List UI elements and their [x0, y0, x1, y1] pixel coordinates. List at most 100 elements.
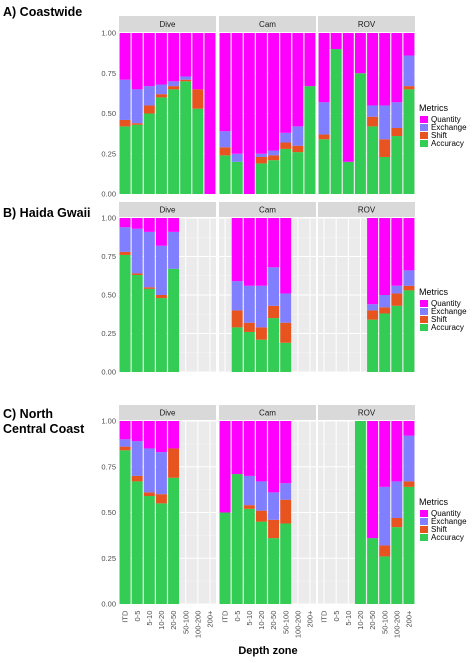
bar-segment-quantity — [280, 33, 292, 133]
facet-label: Cam — [259, 409, 276, 418]
bar-segment-accuracy — [119, 126, 131, 194]
facet-label: Dive — [159, 206, 176, 215]
bar-segment-exchange — [292, 126, 304, 146]
bar-segment-shift — [268, 155, 280, 161]
x-tick-label: ITD — [320, 610, 329, 623]
bar-segment-accuracy — [403, 290, 415, 372]
bar-segment-shift — [119, 251, 131, 255]
bar-segment-shift — [155, 94, 167, 98]
bar-segment-quantity — [192, 33, 204, 90]
y-tick-label: 0.50 — [101, 291, 116, 300]
bar-segment-accuracy — [180, 81, 192, 194]
bar-segment-quantity — [367, 33, 379, 106]
x-tick-label: 200+ — [306, 610, 315, 628]
legend-swatch — [420, 132, 428, 139]
legend-swatch — [420, 308, 428, 315]
x-tick-label: 5-10 — [245, 611, 254, 626]
bar-segment-exchange — [180, 76, 192, 80]
bar-segment-quantity — [204, 33, 216, 194]
bar-segment-accuracy — [280, 523, 292, 604]
bar-segment-accuracy — [119, 450, 131, 604]
bar-segment-shift — [403, 285, 415, 291]
bar-segment-quantity — [391, 421, 403, 482]
bar-segment-shift — [243, 505, 255, 509]
bar-segment-accuracy — [168, 477, 180, 604]
facet-strip — [119, 202, 216, 217]
bar-segment-exchange — [391, 285, 403, 294]
facet-strip — [219, 202, 316, 217]
bar-segment-exchange — [243, 285, 255, 323]
bar-segment-shift — [292, 145, 304, 153]
legend-swatch — [420, 534, 428, 541]
bar-segment-exchange — [119, 227, 131, 252]
bar-segment-shift — [255, 510, 267, 522]
bar-segment-accuracy — [391, 136, 403, 194]
bar-segment-quantity — [379, 421, 391, 487]
bar-segment-shift — [180, 79, 192, 82]
bar-segment-quantity — [243, 33, 255, 194]
x-tick-label: 50-100 — [181, 611, 190, 634]
bar-segment-accuracy — [231, 474, 243, 604]
bar-segment-accuracy — [243, 508, 255, 604]
bar-segment-quantity — [168, 421, 180, 449]
legend-label: Shift — [431, 315, 448, 324]
bar-segment-exchange — [231, 281, 243, 311]
y-tick-label: 0.75 — [101, 69, 116, 78]
legend-label: Shift — [431, 525, 448, 534]
bar-segment-shift — [268, 305, 280, 319]
bar-segment-accuracy — [367, 538, 379, 604]
bar-segment-exchange — [143, 448, 155, 493]
bar-segment-shift — [403, 86, 415, 90]
bar-segment-quantity — [243, 421, 255, 476]
x-tick-label: 200+ — [405, 610, 414, 628]
bar-segment-shift — [391, 517, 403, 528]
facet-label: Dive — [159, 409, 176, 418]
bar-segment-exchange — [143, 86, 155, 106]
bar-segment-quantity — [379, 218, 391, 295]
bar-segment-quantity — [143, 218, 155, 232]
bar-segment-shift — [143, 492, 155, 497]
bar-segment-quantity — [219, 33, 231, 132]
bar-segment-shift — [280, 499, 292, 524]
y-tick-label: 1.00 — [101, 29, 116, 38]
bar-segment-accuracy — [231, 327, 243, 372]
facet-label: Cam — [259, 20, 276, 29]
bar-segment-accuracy — [342, 161, 354, 194]
bar-segment-accuracy — [143, 113, 155, 194]
bar-segment-quantity — [143, 421, 155, 449]
bar-segment-accuracy — [231, 161, 243, 194]
legend-swatch — [420, 526, 428, 533]
y-tick-label: 0.75 — [101, 462, 116, 471]
bar-segment-quantity — [131, 421, 143, 442]
bar-segment-accuracy — [143, 288, 155, 372]
bar-segment-quantity — [119, 33, 131, 80]
bar-segment-shift — [243, 322, 255, 332]
bar-segment-accuracy — [119, 254, 131, 372]
x-tick-label: 20-50 — [269, 611, 278, 630]
bar-segment-quantity — [391, 218, 403, 286]
bar-segment-exchange — [231, 153, 243, 162]
bar-segment-shift — [403, 481, 415, 487]
bar-segment-accuracy — [379, 156, 391, 194]
region-title: A) Coastwide — [3, 5, 82, 19]
x-tick-label: 50-100 — [380, 611, 389, 634]
y-tick-label: 0.00 — [101, 190, 116, 199]
facet-strip — [318, 16, 415, 32]
bar-segment-accuracy — [280, 148, 292, 194]
bar-segment-exchange — [280, 483, 292, 500]
bar-segment-shift — [143, 105, 155, 114]
bar-segment-accuracy — [219, 155, 231, 194]
bar-segment-exchange — [268, 150, 280, 156]
y-tick-label: 0.50 — [101, 109, 116, 118]
bar-segment-shift — [131, 273, 143, 275]
facet-strip — [318, 202, 415, 217]
bar-segment-exchange — [143, 231, 155, 288]
bar-segment-accuracy — [379, 313, 391, 372]
bar-segment-accuracy — [268, 160, 280, 194]
legend-label: Exchange — [431, 123, 467, 132]
legend-swatch — [420, 324, 428, 331]
bar-segment-shift — [379, 139, 391, 157]
bar-segment-quantity — [268, 421, 280, 493]
bar-segment-quantity — [255, 33, 267, 154]
